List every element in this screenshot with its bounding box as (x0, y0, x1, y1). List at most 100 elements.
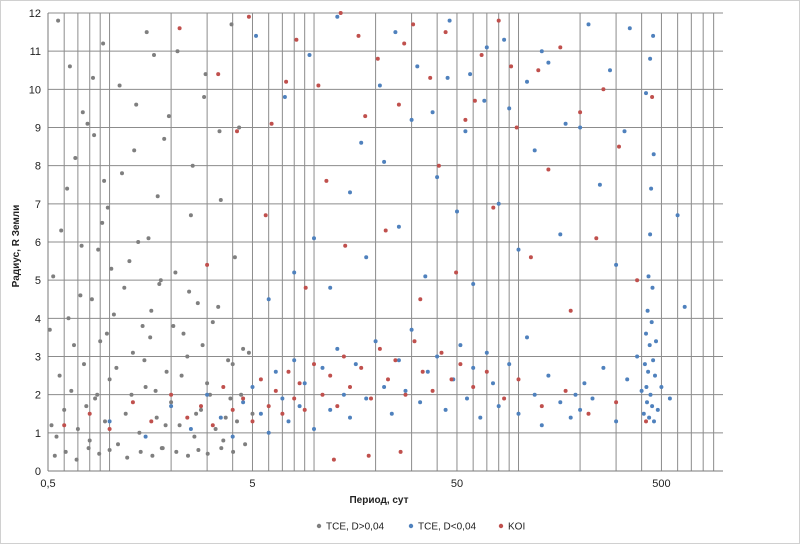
data-point-series-1 (435, 175, 440, 180)
data-point-series-0 (199, 407, 203, 412)
data-point-series-2 (149, 419, 154, 424)
data-point-series-2 (324, 178, 329, 183)
data-point-series-1 (458, 343, 463, 348)
data-point-series-1 (280, 396, 285, 401)
data-point-series-1 (502, 37, 507, 42)
data-point-series-0 (47, 327, 52, 332)
data-point-series-1 (651, 33, 656, 38)
data-point-series-2 (303, 285, 308, 290)
data-point-series-1 (312, 427, 316, 431)
data-point-series-1 (590, 396, 595, 401)
data-point-series-1 (423, 274, 428, 279)
y-tick-label: 1 (35, 428, 41, 440)
data-point-series-1 (651, 152, 656, 157)
data-point-series-1 (582, 381, 587, 386)
data-point-series-2 (273, 388, 278, 393)
data-point-series-0 (63, 449, 68, 454)
data-point-series-1 (447, 18, 452, 23)
gridlines (47, 12, 723, 472)
data-point-series-2 (617, 144, 621, 149)
data-point-series-0 (89, 297, 94, 302)
legend: TCE, D>0,04 TCE, D<0,04 KOI (316, 522, 525, 533)
data-point-series-1 (292, 358, 297, 363)
data-point-series-2 (398, 449, 403, 454)
x-tick-labels: 0,5 5 50 500 (40, 478, 670, 490)
data-point-series-1 (425, 369, 430, 374)
y-tick-label: 10 (29, 84, 41, 96)
data-point-series-1 (539, 49, 544, 54)
data-point-series-1 (286, 419, 291, 424)
data-point-series-1 (382, 159, 387, 164)
data-point-series-1 (532, 392, 537, 397)
data-point-series-0 (237, 125, 242, 130)
legend-marker (316, 523, 322, 529)
data-point-series-2 (269, 121, 274, 126)
data-point-series-1 (348, 415, 352, 420)
data-point-series-1 (297, 404, 302, 409)
data-point-series-0 (246, 350, 251, 355)
data-point-series-0 (146, 236, 151, 241)
y-tick-label: 6 (35, 237, 41, 249)
data-point-series-2 (302, 407, 307, 412)
data-point-series-0 (188, 213, 193, 218)
data-point-series-1 (601, 365, 606, 370)
data-point-series-1 (218, 415, 223, 420)
data-point-series-1 (382, 385, 387, 389)
data-point-series-1 (655, 407, 660, 412)
data-point-series-1 (443, 407, 448, 412)
data-point-series-2 (246, 14, 251, 19)
y-tick-label: 7 (35, 199, 41, 211)
data-point-series-1 (651, 358, 656, 363)
data-point-series-1 (496, 404, 501, 409)
data-point-series-0 (174, 449, 179, 454)
y-tick-label: 12 (29, 8, 41, 20)
data-point-series-1 (273, 369, 278, 374)
data-point-series-1 (525, 79, 529, 84)
data-point-series-0 (203, 72, 208, 77)
data-point-series-0 (231, 449, 236, 454)
data-point-series-2 (509, 64, 514, 69)
data-point-series-0 (80, 110, 85, 115)
data-point-series-1 (463, 129, 468, 134)
data-point-series-0 (96, 247, 101, 252)
legend-marker (408, 523, 414, 529)
data-point-series-1 (169, 404, 174, 409)
legend-marker (498, 523, 504, 529)
data-point-series-0 (116, 442, 120, 447)
data-point-series-2 (454, 270, 459, 275)
data-point-series-0 (173, 270, 178, 275)
data-point-series-2 (348, 385, 352, 389)
data-point-series-0 (97, 451, 102, 456)
data-point-series-2 (286, 369, 291, 374)
data-point-series-1 (435, 354, 440, 359)
data-point-series-0 (154, 415, 159, 420)
data-point-series-2 (130, 400, 135, 405)
data-point-series-0 (213, 427, 218, 431)
data-point-series-1 (320, 365, 325, 370)
data-point-series-1 (627, 26, 632, 31)
data-point-series-1 (266, 297, 271, 302)
data-point-series-1 (645, 308, 650, 313)
data-point-series-1 (415, 64, 420, 69)
data-point-series-2 (578, 110, 583, 115)
data-point-series-1 (396, 224, 401, 229)
data-point-series-2 (366, 453, 371, 458)
data-point-series-2 (430, 388, 435, 393)
legend-label: TCE, D<0,04 (418, 522, 477, 533)
data-point-series-1 (445, 75, 450, 80)
data-point-series-1 (241, 400, 246, 405)
data-point-series-0 (59, 228, 64, 233)
data-point-series-1 (546, 373, 551, 378)
data-point-series-2 (484, 369, 489, 374)
data-point-series-1 (614, 262, 619, 267)
data-point-series-2 (177, 26, 182, 31)
data-point-series-1 (403, 388, 408, 393)
data-point-series-2 (185, 415, 190, 420)
data-point-series-1 (597, 182, 602, 187)
legend-label: TCE, D>0,04 (326, 522, 385, 533)
data-point-series-2 (472, 98, 477, 103)
data-point-series-1 (649, 320, 654, 325)
data-point-series-0 (148, 335, 153, 340)
data-point-series-2 (412, 339, 417, 344)
data-point-series-0 (149, 308, 154, 313)
